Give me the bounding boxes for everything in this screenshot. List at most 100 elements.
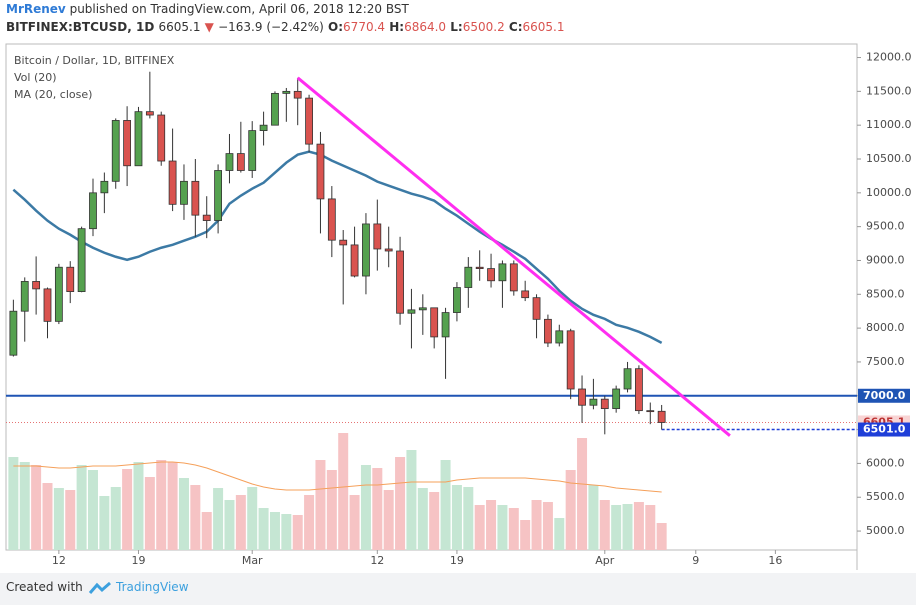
volume-bar <box>406 450 417 550</box>
change: −163.9 (−2.42%) <box>218 20 324 34</box>
candle-body <box>350 244 359 277</box>
logo <box>88 581 111 594</box>
x-tick-label: 16 <box>768 554 782 567</box>
volume-bar <box>258 508 269 550</box>
volume-bar <box>508 508 519 550</box>
candle-body <box>566 330 575 390</box>
volume-bar <box>383 490 394 550</box>
volume-bar <box>201 512 212 550</box>
l-label: L: <box>450 20 463 34</box>
candle-body <box>362 223 370 277</box>
volume-bar <box>360 465 371 550</box>
y-tick-label: 8000.0 <box>866 321 905 334</box>
candle-body <box>305 97 313 145</box>
volume-bar <box>633 502 644 550</box>
legend-title: Bitcoin / Dollar, 1D, BITFINEX <box>14 54 175 67</box>
candle-body <box>555 330 564 344</box>
candle-body <box>635 368 643 412</box>
h-label: H: <box>389 20 405 34</box>
volume-bar <box>178 478 189 550</box>
y-tick-label: 12000.0 <box>866 51 912 64</box>
volume-bar <box>42 483 53 550</box>
candle-body <box>134 111 143 167</box>
volume-bar <box>395 457 406 550</box>
x-tick-label: Apr <box>595 554 615 567</box>
x-tick-label: 9 <box>692 554 699 567</box>
candle-body <box>589 398 598 406</box>
volume-bar <box>304 495 315 550</box>
candle-body <box>373 223 382 250</box>
candle-body <box>271 92 279 126</box>
ma-line <box>12 150 663 344</box>
y-tick-label: 11000.0 <box>866 118 912 131</box>
volume-bar <box>167 462 178 550</box>
candle-body <box>475 266 484 269</box>
volume-bar <box>87 470 98 550</box>
volume-ma <box>13 461 662 493</box>
volume-bar <box>497 505 508 550</box>
candle-body <box>578 388 586 406</box>
candle-body <box>111 120 120 182</box>
candle-body <box>202 214 211 221</box>
x-tick-label: 19 <box>450 554 464 567</box>
candle-body <box>544 318 552 344</box>
volume-bar <box>451 485 462 550</box>
volume-bar <box>269 512 280 550</box>
candle-body <box>532 297 541 320</box>
support-label: 6501.0 <box>863 423 906 436</box>
candle-body <box>259 124 268 131</box>
candle-body <box>441 312 450 338</box>
y-tick-label: 11500.0 <box>866 84 912 97</box>
volume-bar <box>599 500 610 550</box>
volume-bar <box>76 465 87 550</box>
candle-body <box>54 266 63 322</box>
candle-body <box>600 398 609 410</box>
published: published on TradingView.com, April 06, … <box>69 2 409 16</box>
h: 6864.0 <box>404 20 447 34</box>
candle-body <box>32 281 41 290</box>
volume-bar <box>247 487 258 550</box>
arrow: ▼ <box>204 20 214 34</box>
volume-bar <box>349 495 360 550</box>
volume-bar <box>144 477 155 550</box>
volume-bar <box>53 488 64 550</box>
candle-body <box>214 170 222 221</box>
candle-body <box>100 180 109 194</box>
volume-bar <box>372 468 383 550</box>
candle-body <box>248 130 257 171</box>
trendline <box>296 76 731 437</box>
candle-body <box>453 287 461 313</box>
volume-bar <box>577 438 588 550</box>
y-tick-label: 9000.0 <box>866 253 905 266</box>
candle-body <box>145 111 154 116</box>
resistance-label: 7000.0 <box>863 389 906 402</box>
legend-ma: MA (20, close) <box>14 88 92 101</box>
c-label: C: <box>508 20 523 34</box>
created-with: Created with <box>6 580 83 594</box>
y-tick-label: 6000.0 <box>866 456 905 469</box>
candle-body <box>66 266 75 292</box>
y-tick-label: 5000.0 <box>866 524 905 537</box>
footer: Created with TradingView <box>0 573 916 605</box>
candle-body <box>77 228 86 292</box>
candle-body <box>623 368 632 390</box>
brand[interactable]: TradingView <box>116 580 189 594</box>
volume-bar <box>99 496 110 550</box>
candle-body <box>646 410 655 413</box>
volume-bar <box>542 502 553 550</box>
volume-bar <box>611 505 622 550</box>
volume-bar <box>474 505 485 550</box>
candle-body <box>509 263 518 292</box>
l: 6500.2 <box>462 20 505 34</box>
candle-body <box>339 239 348 246</box>
volume-bar <box>656 523 667 550</box>
candle-body <box>20 281 29 312</box>
author[interactable]: MrRenev <box>6 2 66 16</box>
volume-bar <box>8 457 19 550</box>
volume-bar <box>338 433 349 550</box>
y-tick-label: 10500.0 <box>866 152 912 165</box>
candle-body <box>327 198 336 241</box>
volume-bar <box>315 460 326 550</box>
candle-body <box>9 310 18 356</box>
